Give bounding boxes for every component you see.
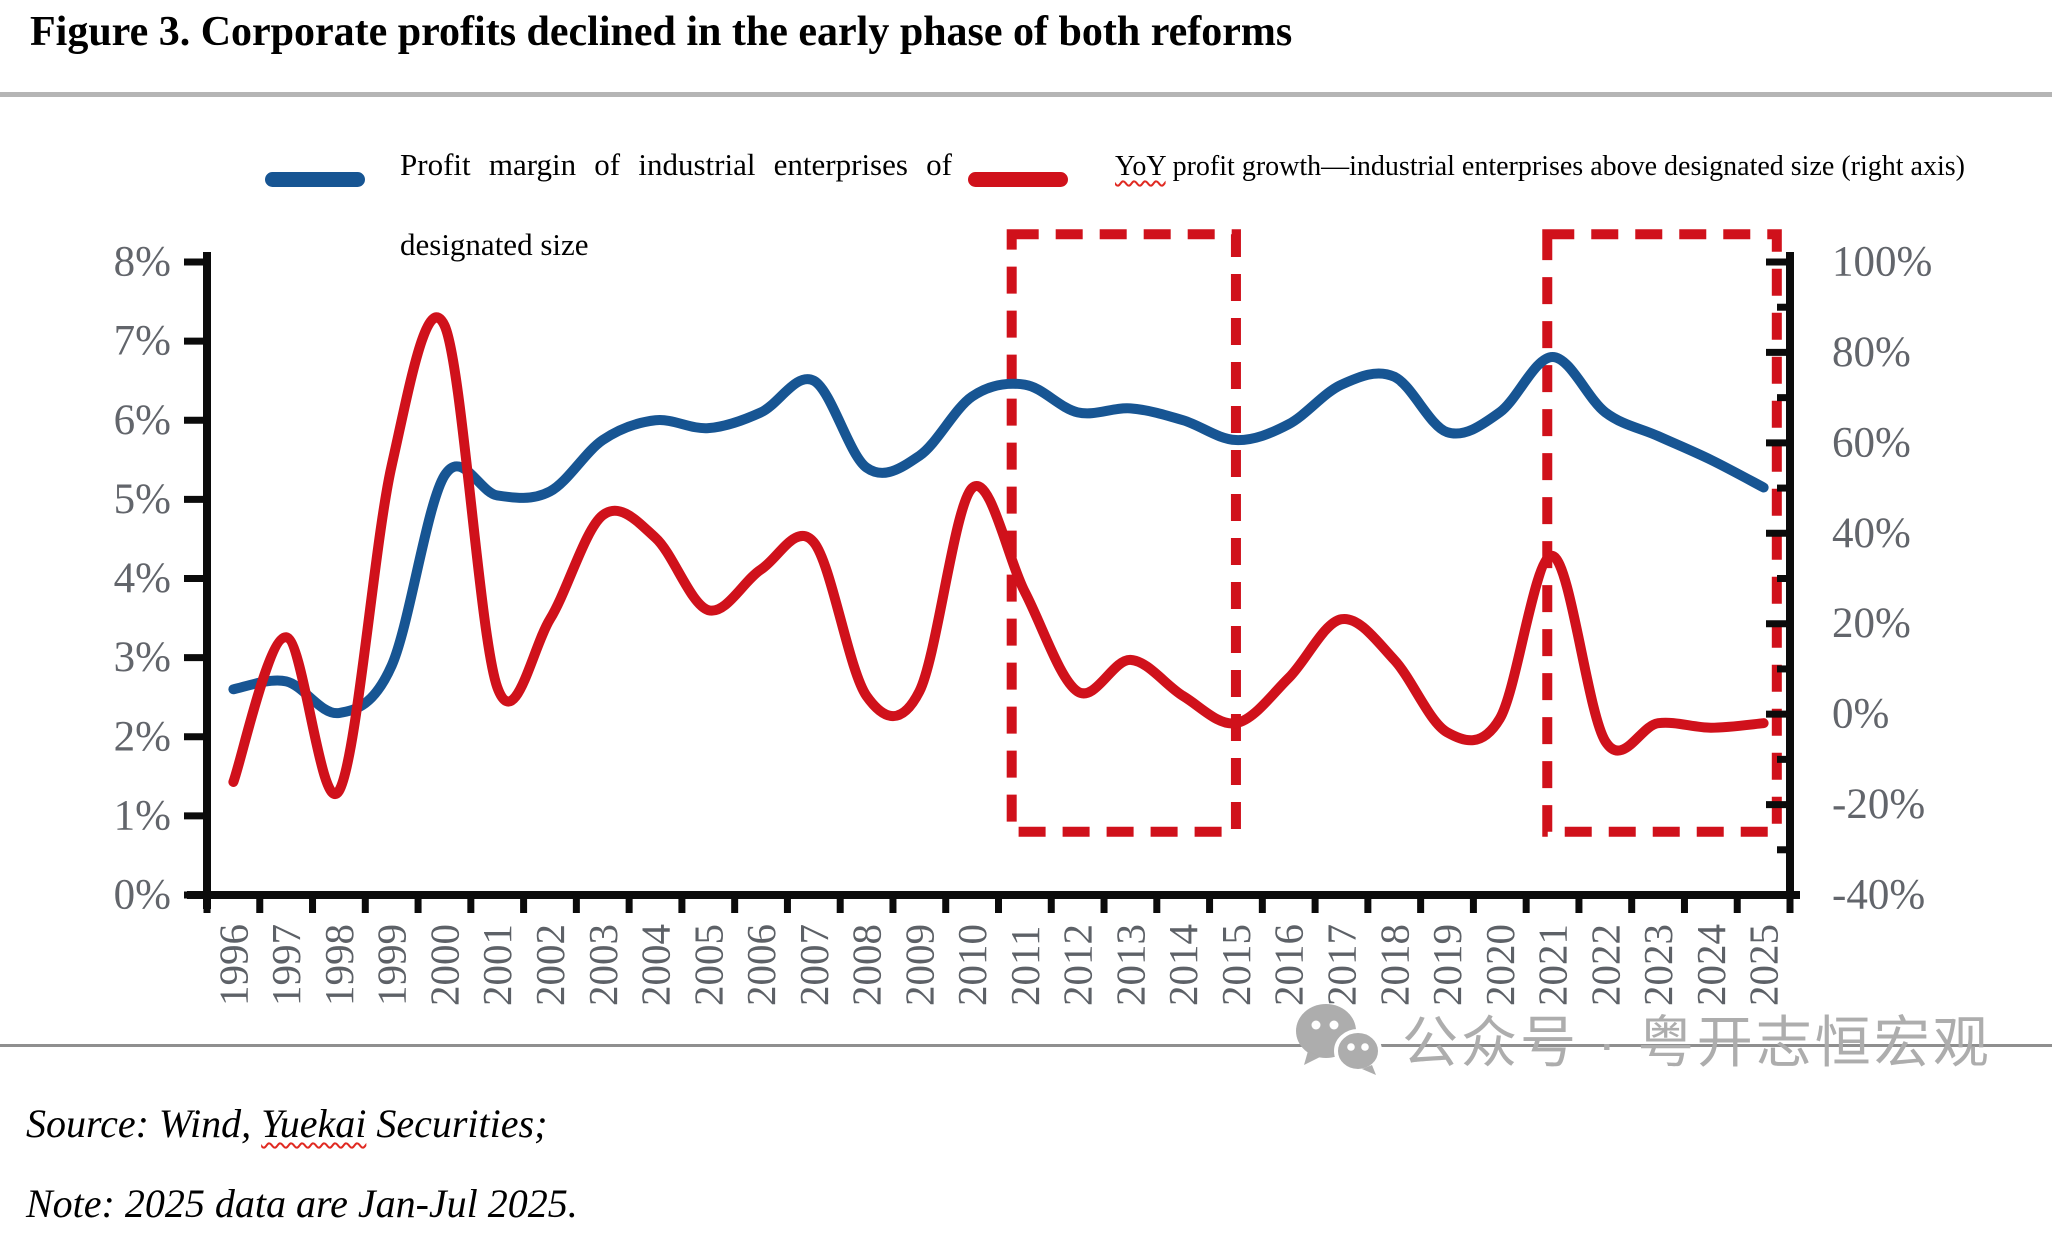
y-left-tick-label: 4%	[114, 555, 171, 602]
x-tick-label: 2002	[527, 924, 573, 1006]
watermark-text: 公众号 · 粤开志恒宏观	[1402, 1011, 1992, 1074]
x-tick-label: 2023	[1635, 924, 1681, 1006]
y-right-tick-label: 80%	[1832, 329, 1911, 376]
y-left-tick-label: 7%	[114, 318, 171, 365]
x-tick-label: 2015	[1213, 924, 1259, 1006]
x-tick-label: 2003	[580, 924, 626, 1006]
y-left-tick-label: 8%	[114, 239, 171, 286]
legend-label-yoy-rest: profit growth—industrial enterprises abo…	[1165, 151, 1965, 182]
highlight-box-early-phase-reform-2	[1542, 229, 1782, 837]
x-tick-label: 2004	[633, 924, 679, 1006]
y-left-tick-label: 1%	[114, 792, 171, 839]
series-line-profit-margin	[228, 351, 1769, 719]
x-tick-label: 2016	[1266, 924, 1312, 1006]
title-divider	[0, 92, 2052, 97]
x-tick-label: 2018	[1371, 924, 1417, 1006]
y-right-tick-label: -40%	[1832, 872, 1925, 919]
legend-label-profit-margin: Profit margin of industrial enterprises …	[400, 147, 952, 262]
x-tick-label: 2005	[685, 924, 731, 1006]
source-underlined-word: Yuekai	[261, 1101, 367, 1146]
x-tick-label: 2007	[791, 924, 837, 1006]
wechat-icon	[1296, 1003, 1382, 1075]
x-tick-label: 2014	[1160, 924, 1206, 1006]
legend-label-yoy-underlined: YoY	[1115, 151, 1166, 182]
watermark: 公众号 · 粤开志恒宏观	[1292, 998, 1992, 1079]
figure-divider	[0, 1044, 2052, 1047]
y-left-tick-label: 0%	[114, 872, 171, 919]
legend-swatch-profit-margin	[265, 172, 365, 187]
x-tick-label: 1998	[316, 924, 362, 1006]
y-left-tick-label: 3%	[114, 634, 171, 681]
y-right-tick-label: 40%	[1832, 510, 1911, 557]
x-tick-label: 2025	[1741, 924, 1787, 1006]
x-tick-label: 2020	[1477, 924, 1523, 1006]
x-tick-label: 1996	[210, 924, 256, 1006]
y-left-tick-label: 2%	[114, 713, 171, 760]
y-right-tick-label: 0%	[1832, 691, 1889, 738]
x-tick-label: 1997	[263, 924, 309, 1006]
x-tick-label: 2021	[1530, 924, 1576, 1006]
x-tick-label: 2013	[1107, 924, 1153, 1006]
highlight-box-early-phase-reform-1	[1006, 229, 1241, 837]
y-right-tick-label: 100%	[1832, 239, 1932, 286]
x-tick-label: 2012	[1055, 924, 1101, 1006]
x-tick-label: 2008	[844, 924, 890, 1006]
y-right-tick-label: 20%	[1832, 600, 1911, 647]
x-tick-label: 2010	[949, 924, 995, 1006]
series-line-yoy-growth	[228, 312, 1769, 800]
x-tick-label: 2022	[1582, 924, 1628, 1006]
x-tick-label: 2011	[1002, 926, 1048, 1006]
legend-swatch-yoy-growth	[968, 172, 1068, 187]
note-text: Note: 2025 data are Jan-Jul 2025.	[26, 1181, 578, 1226]
x-tick-label: 2000	[421, 924, 467, 1006]
x-tick-label: 2006	[738, 924, 784, 1006]
y-left-tick-label: 5%	[114, 476, 171, 523]
y-right-tick-label: 60%	[1832, 419, 1911, 466]
x-tick-label: 2019	[1424, 924, 1470, 1006]
source-text: Source: Wind, Yuekai Securities;	[26, 1101, 548, 1146]
y-right-tick-label: -20%	[1832, 781, 1925, 828]
x-tick-label: 2017	[1318, 924, 1364, 1006]
y-left-tick-label: 6%	[114, 397, 171, 444]
x-tick-label: 2024	[1688, 924, 1734, 1006]
x-tick-label: 2009	[896, 924, 942, 1006]
figure-title: Figure 3. Corporate profits declined in …	[30, 9, 1293, 55]
legend-label-yoy-growth: YoY profit growth—industrial enterprises…	[1115, 150, 2015, 184]
x-tick-label: 1999	[369, 924, 415, 1006]
x-tick-label: 2001	[474, 924, 520, 1006]
